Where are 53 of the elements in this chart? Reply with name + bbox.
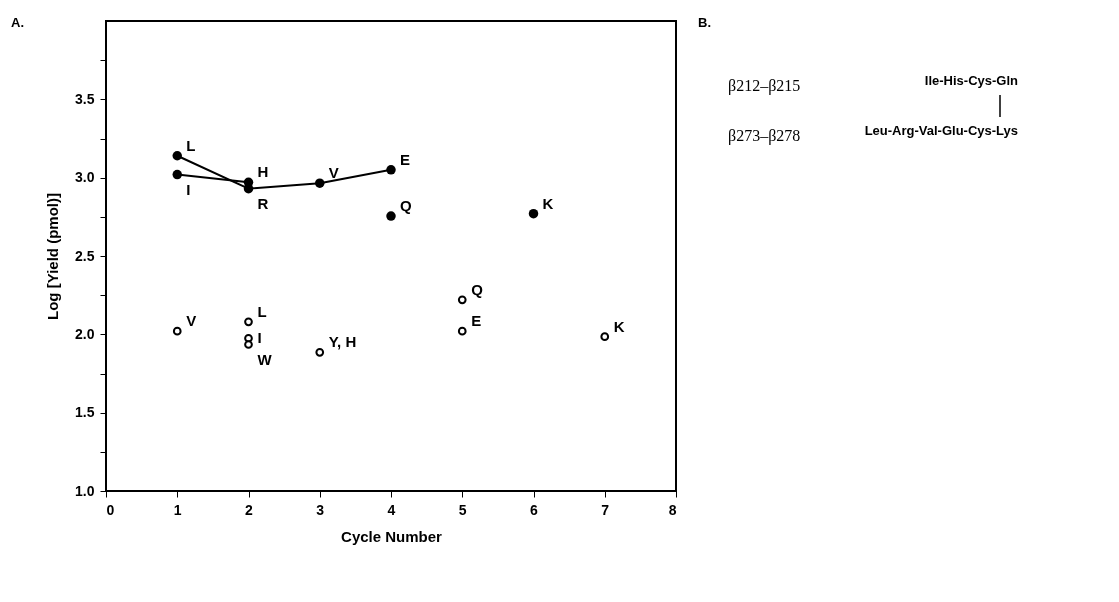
annotation: W (257, 350, 273, 368)
annotation: L (186, 136, 196, 154)
text: Leu-Arg-Val-Glu-Cys-Lys (864, 123, 1018, 138)
point (315, 348, 325, 357)
point (386, 165, 396, 175)
annotation: K (542, 194, 554, 212)
point (172, 169, 182, 180)
point (600, 332, 610, 342)
annotation: Q (471, 280, 484, 298)
annotation: E (400, 150, 411, 168)
text: B. (698, 15, 711, 30)
x-tick-label: 5 (458, 501, 467, 518)
text: Ile-His-Cys-Gln (924, 73, 1019, 88)
y-tick-label: 3.5 (75, 90, 95, 107)
x-tick-label: 2 (245, 501, 254, 518)
annotation: Q (400, 197, 412, 215)
point (386, 211, 396, 221)
annotation: E (471, 312, 482, 330)
annotation: L (257, 302, 267, 320)
x-tick-label: 4 (387, 501, 396, 518)
annotation: I (186, 180, 191, 198)
annotation: I (257, 329, 262, 347)
point (244, 333, 253, 343)
y-tick-label: 2.5 (75, 247, 95, 264)
point (244, 317, 253, 327)
annotation: R (257, 194, 269, 212)
annotation: V (186, 312, 197, 330)
x-tick-label: 1 (173, 501, 182, 518)
point (172, 151, 182, 161)
x-tick-label: 8 (668, 501, 677, 518)
point (172, 326, 182, 336)
point (315, 178, 325, 188)
text: A. (11, 15, 24, 30)
annotation: Y, H (328, 333, 357, 351)
x-tick-label: 7 (601, 501, 610, 518)
annotation: K (613, 317, 625, 335)
text: β212–β215 (728, 77, 801, 95)
point (457, 295, 467, 305)
text: β273–β278 (728, 127, 801, 145)
annotation: H (257, 163, 269, 181)
y-tick-label: 1.0 (75, 482, 95, 499)
y-tick-label: 2.0 (75, 325, 95, 342)
y-tick-label: 3.0 (75, 169, 95, 186)
point (244, 340, 253, 349)
y-tick-label: 1.5 (75, 404, 95, 421)
point (528, 208, 539, 219)
x-tick-label: 0 (106, 501, 115, 518)
x-tick-label: 6 (530, 501, 539, 518)
annotation: V (328, 164, 339, 182)
x-axis-title: Cycle Number (341, 527, 443, 545)
y-axis-title: Log [Yield (pmol)] (44, 193, 62, 320)
point (457, 326, 467, 336)
x-tick-label: 3 (316, 501, 325, 518)
